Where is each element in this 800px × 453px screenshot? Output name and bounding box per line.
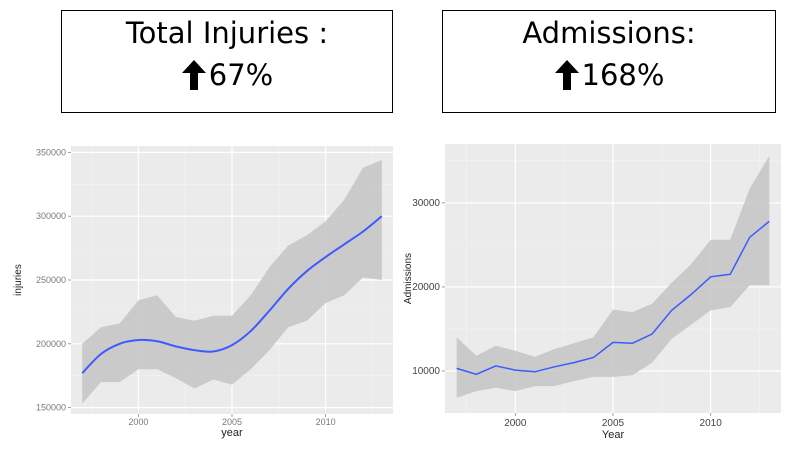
- confidence-band-series-1: [82, 160, 382, 404]
- y-tick-label: 30000: [412, 198, 440, 209]
- x-tick-label: 2005: [602, 418, 625, 429]
- x-tick-label: 2010: [316, 417, 336, 427]
- admissions-title: Admissions:: [522, 16, 696, 50]
- trend-line-series-1: [81, 215, 383, 374]
- y-axis-label: Admissions: [403, 253, 414, 304]
- chart-2: 2000 2005 2010 10000 20000 30000 Year Admission…: [403, 144, 781, 441]
- admissions-value: 168%: [581, 57, 665, 92]
- chart-1: 2000 2005 2010 150000 200000 250000 300000 3500…: [13, 146, 393, 439]
- x-tick-label: 2010: [700, 418, 723, 429]
- admissions-change: 168%: [443, 59, 775, 91]
- admissions-stat-box: Admissions: 168%: [442, 10, 776, 113]
- total-injuries-title: Total Injuries :: [125, 16, 329, 50]
- y-tick-label: 10000: [412, 366, 440, 377]
- up-arrow-icon: [554, 60, 579, 90]
- y-tick-label: 350000: [36, 147, 66, 157]
- x-axis-label: Year: [602, 429, 625, 441]
- up-arrow-icon: [181, 60, 206, 90]
- x-tick-label: 2000: [128, 417, 148, 427]
- y-tick-label: 150000: [36, 403, 66, 413]
- y-tick-label: 200000: [36, 339, 66, 349]
- y-tick-label: 300000: [36, 211, 66, 221]
- x-tick-label: 2000: [504, 418, 527, 429]
- y-tick-label: 20000: [412, 282, 440, 293]
- confidence-band-series-1: [456, 155, 770, 398]
- total-injuries-change: 67%: [62, 59, 392, 91]
- x-tick-label: 2005: [222, 417, 242, 427]
- total-injuries-stat-box: Total Injuries : 67%: [61, 10, 393, 113]
- y-axis-label: injuries: [13, 264, 24, 296]
- total-injuries-value: 67%: [208, 57, 274, 92]
- y-tick-label: 250000: [36, 275, 66, 285]
- x-axis-label: year: [221, 427, 243, 439]
- trend-line-series-1: [456, 220, 770, 376]
